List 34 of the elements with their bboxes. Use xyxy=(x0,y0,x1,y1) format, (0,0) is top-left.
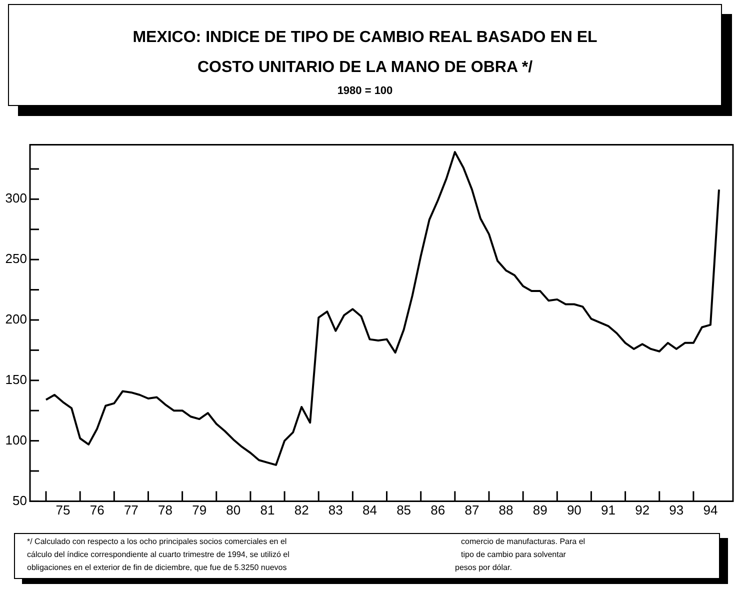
x-tick-label: 88 xyxy=(498,502,514,518)
y-tick-label: 250 xyxy=(5,251,27,266)
text: obligaciones en el exterior de fin de diciembre, que fue de 5.3250 nuevos xyxy=(27,563,287,572)
chart-title: MEXICO: INDICE DE TIPO DE CAMBIO REAL BASADO EN EL COSTO UNITARIO DE LA MANO DE OBRA */ xyxy=(132,28,598,78)
y-tick-label: 300 xyxy=(5,190,27,206)
y-tick-label: 150 xyxy=(5,372,27,387)
text: cálculo del índice correspondiente al cuarto trimestre de 1994, se utilizó el xyxy=(27,550,290,559)
x-tick-label: 78 xyxy=(158,502,172,518)
x-tick-label: 77 xyxy=(124,502,138,518)
x-tick-label: 86 xyxy=(430,502,446,518)
x-tick-label: 76 xyxy=(90,502,104,518)
x-tick-label: 80 xyxy=(226,502,241,518)
text: comercio de manufacturas. Para el xyxy=(461,537,586,546)
x-tick-label: 81 xyxy=(260,502,275,518)
x-tick-label: 85 xyxy=(396,502,412,518)
y-tick-label: 50 xyxy=(12,492,27,508)
text: */ Calculado con respecto a los ocho principales socios comerciales en el xyxy=(27,537,287,546)
x-tick-label: 83 xyxy=(328,502,343,518)
text: tipo de cambio para solventar xyxy=(461,550,566,559)
x-tick-label: 87 xyxy=(464,502,480,518)
x-tick-label: 91 xyxy=(601,502,616,518)
x-tick-label: 79 xyxy=(192,502,207,518)
x-tick-label: 89 xyxy=(532,502,548,518)
x-tick-label: 93 xyxy=(669,502,684,518)
text: pesos por dólar. xyxy=(455,563,512,572)
x-tick-label: 94 xyxy=(703,502,718,518)
chart-subtitle: 1980 = 100 xyxy=(336,85,394,97)
x-tick-label: 82 xyxy=(294,502,309,518)
x-tick-label: 90 xyxy=(566,502,582,518)
x-tick-label: 84 xyxy=(362,502,377,518)
x-tick-label: 92 xyxy=(635,502,650,518)
x-tick-label: 75 xyxy=(56,502,70,518)
y-tick-label: 200 xyxy=(5,312,27,327)
y-tick-label: 100 xyxy=(5,432,27,448)
